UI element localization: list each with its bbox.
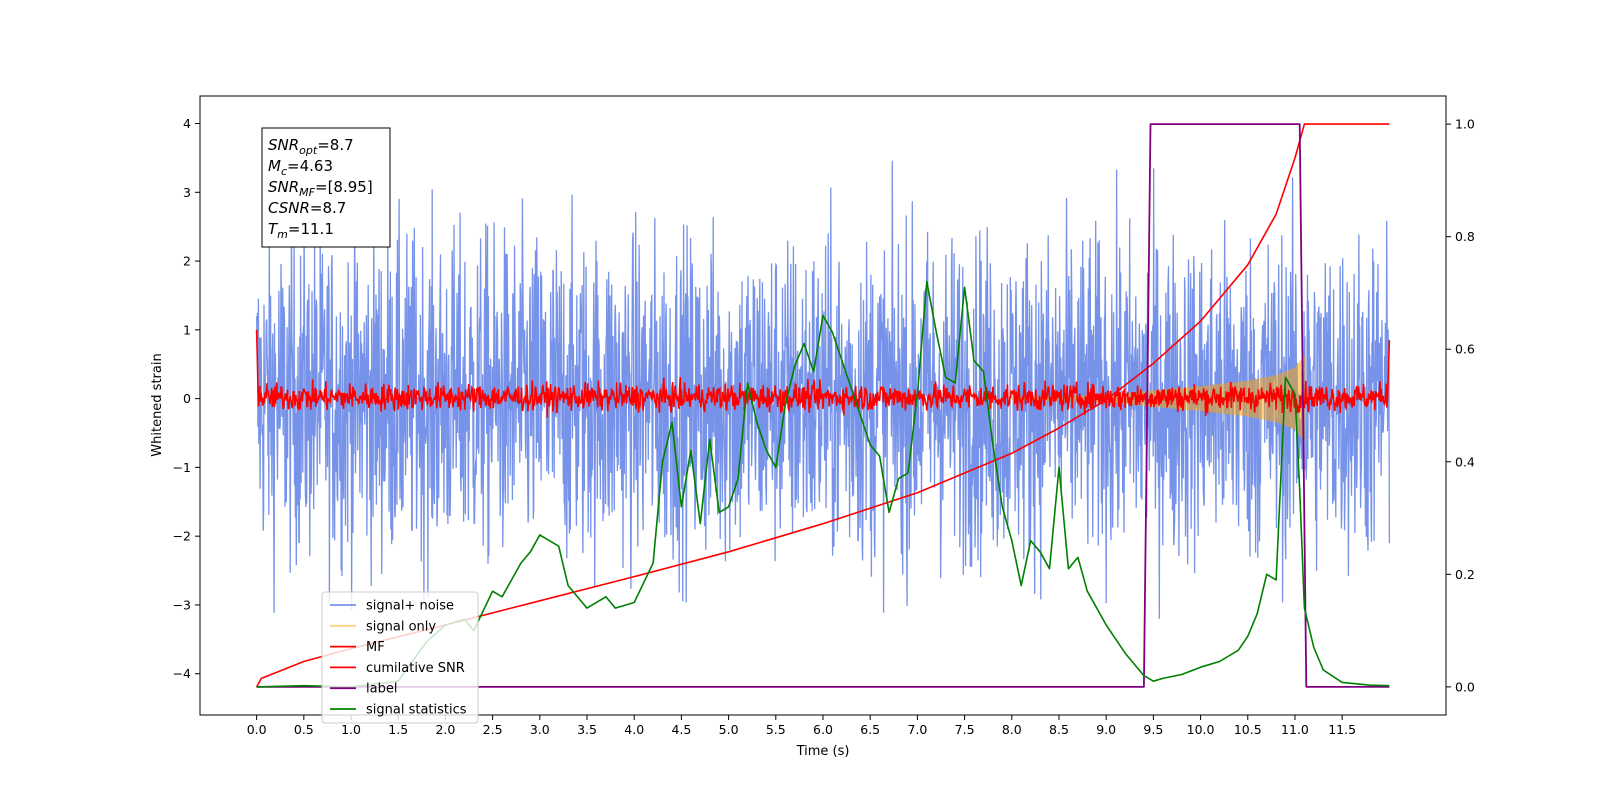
x-tick-label: 5.0 [719,722,739,737]
x-tick-label: 0.5 [294,722,314,737]
x-tick-label: 8.5 [1049,722,1069,737]
right-y-tick-label: 0.8 [1455,229,1475,244]
info-box-entry: SNRopt=8.7 [268,136,354,157]
y-tick-label: −3 [173,597,191,612]
x-tick-label: 1.5 [388,722,408,737]
x-tick-label: 11.5 [1328,722,1356,737]
x-tick-label: 1.0 [341,722,361,737]
y-axis-label: Whitened strain [150,353,165,456]
info-box-frame [261,127,391,248]
y-tick-label: −1 [173,460,191,475]
y-tick-label: 1 [183,322,191,337]
x-tick-label: 6.5 [860,722,880,737]
x-tick-label: 4.0 [624,722,644,737]
y-tick-label: 3 [183,185,191,200]
right-y-axis: 1.0 0.8 0.6 0.4 0.2 0.0 [1446,117,1475,694]
x-tick-label: 7.0 [907,722,927,737]
left-y-axis: 4 3 2 1 0 −1 −2 −3 −4 [173,116,200,681]
y-tick-label: −2 [173,529,191,544]
x-tick-label: 2.5 [483,722,503,737]
x-tick-label: 7.5 [955,722,975,737]
x-tick-label: 3.0 [530,722,550,737]
y-tick-label: 4 [183,116,191,131]
legend-label: label [366,682,397,697]
legend-label: signal statistics [366,703,467,718]
x-tick-label: 10.0 [1187,722,1215,737]
legend-label: signal only [366,619,436,634]
x-tick-label: 9.5 [1143,722,1163,737]
series-label [256,123,1390,688]
right-y-tick-label: 0.6 [1455,342,1475,357]
x-tick-label: 2.0 [435,722,455,737]
series-signal-statistics [256,280,1390,688]
y-tick-label: 0 [183,391,191,406]
legend-frame [321,591,479,724]
y-tick-label: −4 [173,666,191,681]
right-y-tick-label: 1.0 [1455,117,1475,132]
right-y-tick-label: 0.4 [1455,454,1475,469]
x-tick-label: 3.5 [577,722,597,737]
x-tick-label: 9.0 [1096,722,1116,737]
legend-label: signal+ noise [366,599,454,614]
info-box-entry: Tm=11.1 [268,220,334,241]
x-axis-label: Time (s) [796,744,850,759]
y-tick-label: 2 [183,254,191,269]
info-box-entry: Mc=4.63 [268,157,333,178]
x-tick-label: 10.5 [1234,722,1262,737]
x-tick-label: 8.0 [1002,722,1022,737]
x-tick-label: 0.0 [247,722,267,737]
legend: signal+ noise signal only MF cumilative SNR… [321,591,479,724]
info-box-entry: CSNR=8.7 [268,199,346,217]
right-y-tick-label: 0.0 [1455,679,1475,694]
x-tick-label: 4.5 [671,722,691,737]
x-tick-label: 6.0 [813,722,833,737]
series-mf [255,329,1391,418]
legend-label: cumilative SNR [366,661,465,676]
x-tick-label: 5.5 [766,722,786,737]
right-y-tick-label: 0.2 [1455,567,1475,582]
x-axis: 0.0 0.5 1.0 1.5 2.0 2.5 3.0 3.5 4.0 4.5 5.0 5.5 6.0 6… [247,715,1356,737]
x-tick-label: 11.0 [1281,722,1309,737]
info-box-entry: SNRMF=[8.95] [268,178,373,199]
legend-label: MF [366,640,385,655]
